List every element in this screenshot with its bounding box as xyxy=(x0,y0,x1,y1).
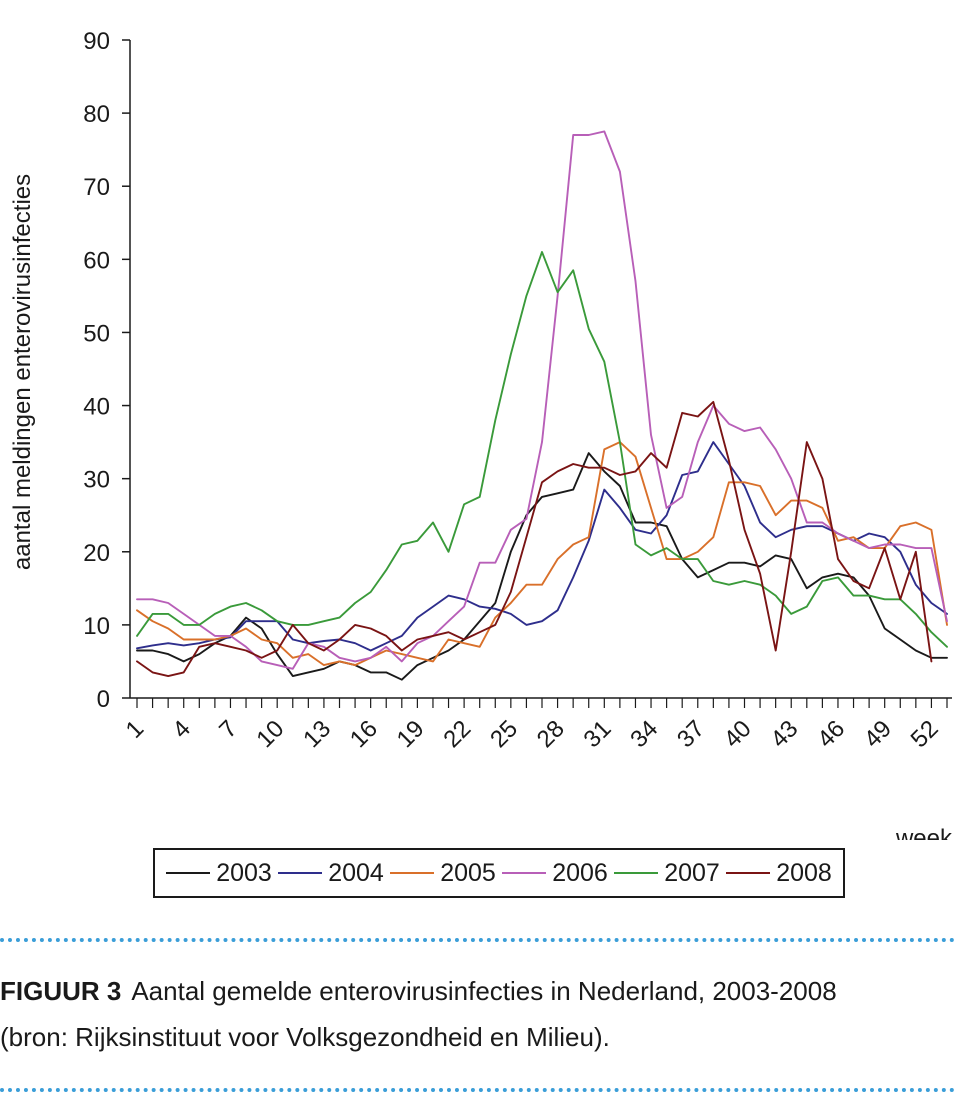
y-tick-label: 40 xyxy=(83,394,110,421)
figure-caption: FIGUUR 3 Aantal gemelde enterovirusinfect… xyxy=(0,968,955,1060)
x-tick-label: 4 xyxy=(167,715,196,744)
caption-line-1: FIGUUR 3 Aantal gemelde enterovirusinfect… xyxy=(0,968,955,1014)
series-lines xyxy=(136,130,948,681)
legend-label-2008: 2008 xyxy=(776,858,832,887)
legend-swatch-2007 xyxy=(614,872,659,874)
x-tick-label: 43 xyxy=(765,715,803,753)
y-tick-label: 0 xyxy=(97,686,110,713)
legend-label-2005: 2005 xyxy=(440,858,496,887)
legend-swatch-2005 xyxy=(390,872,435,874)
x-tick-label: 10 xyxy=(251,715,289,753)
x-tick-label: 34 xyxy=(625,715,663,753)
x-tick-label: 52 xyxy=(906,715,944,753)
x-tick-label: 19 xyxy=(392,715,430,753)
y-tick-label: 10 xyxy=(83,613,110,640)
caption-figure-label: FIGUUR 3 xyxy=(0,976,122,1006)
legend-item-2007: 2007 xyxy=(614,859,720,888)
legend: 2003 2004 2005 2006 2007 2008 xyxy=(153,848,845,898)
y-tick-label: 60 xyxy=(83,247,110,274)
caption-title: Aantal gemelde enterovirusinfecties in N… xyxy=(131,976,837,1006)
legend-label-2003: 2003 xyxy=(216,858,272,887)
x-tick-label: 40 xyxy=(719,715,757,753)
series-line-2003 xyxy=(136,452,948,681)
x-tick-label: 13 xyxy=(298,715,336,753)
legend-item-2006: 2006 xyxy=(502,859,608,888)
x-tick-label: 46 xyxy=(812,715,850,753)
divider-top xyxy=(0,938,955,942)
y-axis: 0 10 20 30 40 50 60 70 80 90 xyxy=(83,28,131,713)
series-line-2005 xyxy=(136,441,948,667)
x-tick-label: 25 xyxy=(485,715,523,753)
x-tick-label: 22 xyxy=(438,715,476,753)
y-tick-label: 30 xyxy=(83,467,110,494)
x-tick-label: 28 xyxy=(532,715,570,753)
divider-bottom xyxy=(0,1088,955,1092)
y-axis-title: aantal meldingen enterovirusinfecties xyxy=(9,174,36,570)
legend-swatch-2008 xyxy=(726,872,771,874)
legend-item-2008: 2008 xyxy=(726,859,832,888)
series-line-2007 xyxy=(136,251,948,648)
legend-item-2005: 2005 xyxy=(390,859,496,888)
legend-label-2004: 2004 xyxy=(328,858,384,887)
legend-label-2006: 2006 xyxy=(552,858,608,887)
x-tick-label: 37 xyxy=(672,715,710,753)
series-line-2004 xyxy=(136,441,948,652)
legend-label-2007: 2007 xyxy=(664,858,720,887)
y-tick-label: 70 xyxy=(83,174,110,201)
x-axis: 1 4 7 10 13 16 19 22 25 28 31 34 37 40 43 46 49 52 xyxy=(121,697,952,753)
x-axis-title: week xyxy=(895,825,953,840)
y-tick-label: 50 xyxy=(83,320,110,347)
y-tick-label: 20 xyxy=(83,540,110,567)
x-tick-label: 31 xyxy=(579,715,617,753)
legend-item-2003: 2003 xyxy=(166,859,272,888)
legend-swatch-2003 xyxy=(166,872,211,874)
legend-swatch-2004 xyxy=(278,872,323,874)
x-tick-label: 1 xyxy=(121,715,150,744)
x-tick-label: 7 xyxy=(214,715,243,744)
caption-line-2: (bron: Rijksinstituut voor Volksgezondhe… xyxy=(0,1022,610,1052)
x-tick-label: 49 xyxy=(859,715,897,753)
x-tick-label: 16 xyxy=(345,715,383,753)
series-line-2006 xyxy=(136,130,948,670)
y-tick-label: 80 xyxy=(83,101,110,128)
legend-item-2004: 2004 xyxy=(278,859,384,888)
y-tick-label: 90 xyxy=(83,28,110,55)
series-line-2008 xyxy=(136,400,933,678)
legend-swatch-2006 xyxy=(502,872,547,874)
